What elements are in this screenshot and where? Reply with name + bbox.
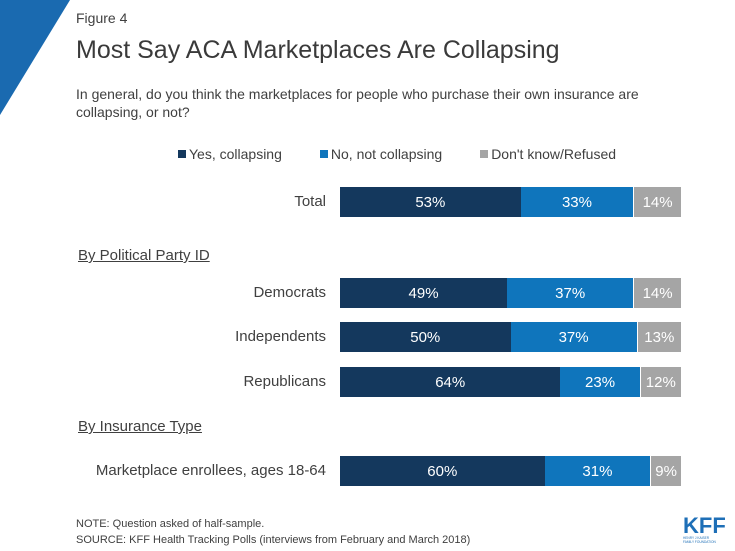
row-label: Democrats — [253, 284, 326, 301]
stacked-bar: 50% 37% 13% — [340, 322, 681, 352]
survey-question: In general, do you think the marketplace… — [76, 86, 639, 120]
data-label: 9% — [655, 462, 677, 480]
row-label: Independents — [235, 328, 326, 345]
stacked-bar: 53% 33% 14% — [340, 187, 681, 217]
data-label: 60% — [427, 462, 458, 480]
data-label: 64% — [435, 373, 466, 391]
bar-segment-dk: 14% — [633, 278, 681, 308]
data-label: 13% — [644, 328, 675, 346]
legend-item-no: No, not collapsing — [319, 146, 443, 162]
footnote-note: NOTE: Question asked of half-sample. — [76, 518, 265, 530]
legend-item-yes: Yes, collapsing — [178, 146, 282, 162]
bar-segment-dk: 14% — [633, 187, 681, 217]
row-label: Total — [294, 193, 326, 210]
bar-segment-yes: 53% — [340, 187, 521, 217]
chart-legend: Yes, collapsing No, not collapsing Don't… — [178, 146, 630, 162]
bar-segment-yes: 60% — [340, 456, 545, 486]
data-label: 14% — [642, 193, 673, 211]
stacked-bar: 60% 31% 9% — [340, 456, 681, 486]
data-label: 50% — [410, 328, 441, 346]
bar-segment-yes: 50% — [340, 322, 511, 352]
logo-subtitle-2: FAMILY FOUNDATION — [683, 540, 716, 544]
data-label: 14% — [642, 284, 673, 302]
data-label: 33% — [561, 193, 592, 211]
data-label: 37% — [558, 328, 589, 346]
figure-label: Figure 4 — [76, 10, 128, 26]
row-label: Marketplace enrollees, ages 18-64 — [95, 462, 326, 479]
bar-segment-no: 31% — [544, 456, 651, 486]
section-header-insurance: By Insurance Type — [78, 418, 202, 435]
data-label: 23% — [585, 373, 616, 391]
bar-segment-yes: 64% — [340, 367, 561, 397]
legend-label-dk: Don't know/Refused — [491, 146, 617, 162]
bar-segment-dk: 9% — [650, 456, 681, 486]
bar-segment-no: 37% — [510, 322, 637, 352]
logo-text: KFF — [683, 513, 725, 538]
bar-segment-dk: 12% — [639, 367, 681, 397]
bar-segment-no: 23% — [560, 367, 640, 397]
chart-title: Most Say ACA Marketplaces Are Collapsing — [76, 36, 560, 64]
data-label: 31% — [582, 462, 613, 480]
kff-logo: KFF HENRY J KAISER FAMILY FOUNDATION — [683, 513, 725, 544]
stacked-bar: 49% 37% 14% — [340, 278, 681, 308]
corner-accent-shape — [0, 0, 70, 115]
legend-swatch-yes — [178, 150, 186, 158]
legend-item-dk: Don't know/Refused — [480, 146, 616, 162]
bar-segment-yes: 49% — [340, 278, 508, 308]
footnote-source: SOURCE: KFF Health Tracking Polls (inter… — [76, 534, 471, 546]
data-label: 12% — [645, 373, 676, 391]
bar-segment-no: 33% — [520, 187, 634, 217]
legend-swatch-no — [319, 150, 328, 158]
logo-subtitle-1: HENRY J KAISER — [683, 536, 710, 540]
legend-label-no: No, not collapsing — [330, 146, 443, 162]
bar-segment-no: 37% — [507, 278, 634, 308]
legend-label-yes: Yes, collapsing — [189, 146, 282, 162]
data-label: 37% — [555, 284, 586, 302]
section-header-party: By Political Party ID — [78, 247, 210, 264]
stacked-bar: 64% 23% 12% — [340, 367, 681, 397]
data-label: 49% — [408, 284, 439, 302]
row-label: Republicans — [243, 373, 326, 390]
bar-segment-dk: 13% — [636, 322, 681, 352]
data-label: 53% — [415, 193, 446, 211]
legend-swatch-dk — [480, 150, 489, 158]
